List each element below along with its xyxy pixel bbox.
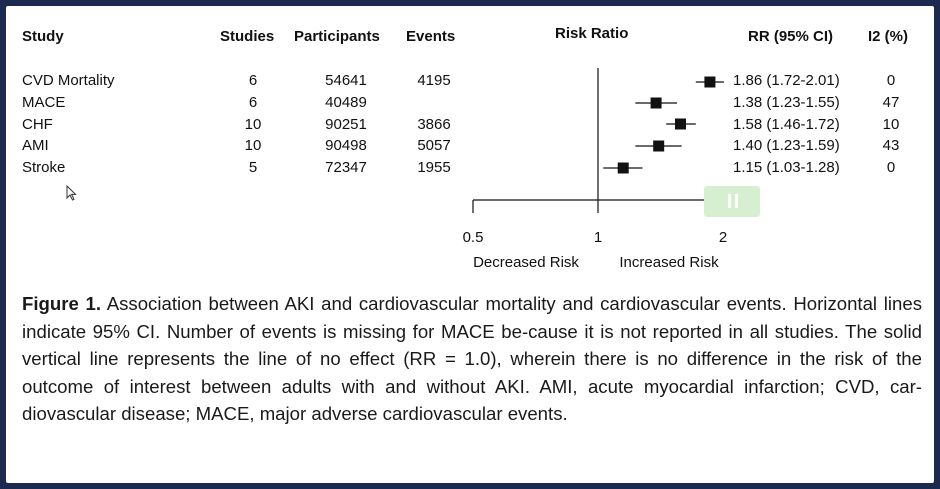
row-studies: 10 [244, 137, 262, 154]
point-estimate [617, 162, 629, 174]
row-rr-text: 1.58 (1.46-1.72) [733, 116, 840, 133]
header-events: Events [406, 28, 456, 45]
pause-icon [728, 194, 731, 208]
caption-text: Association between AKI and cardiovascul… [22, 293, 922, 424]
row-participants: 72347 [325, 159, 367, 176]
point-estimate [650, 97, 662, 109]
row-studies: 6 [248, 72, 258, 89]
row-participants: 54641 [325, 72, 367, 89]
mouse-cursor-icon [66, 185, 77, 201]
row-studies: 5 [248, 159, 258, 176]
header-participants: Participants [294, 28, 380, 45]
row-participants: 40489 [325, 94, 367, 111]
caption-label: Figure 1. [22, 293, 102, 314]
row-i2: 10 [882, 116, 900, 133]
row-study: CVD Mortality [22, 72, 115, 89]
pause-icon [735, 194, 738, 208]
decreased-risk-label: Decreased Risk [473, 254, 579, 271]
x-tick-label: 0.5 [463, 229, 484, 246]
row-study: AMI [22, 137, 49, 154]
row-rr-text: 1.86 (1.72-2.01) [733, 72, 840, 89]
row-rr-text: 1.40 (1.23-1.59) [733, 137, 840, 154]
increased-risk-label: Increased Risk [619, 254, 719, 271]
row-study: Stroke [22, 159, 66, 176]
x-tick-label: 2 [719, 229, 727, 246]
row-rr-text: 1.15 (1.03-1.28) [733, 159, 840, 176]
row-events: 4195 [417, 72, 451, 89]
figure-caption: Figure 1. Association between AKI and ca… [22, 290, 922, 428]
row-study: CHF [22, 116, 53, 133]
point-estimate [704, 76, 716, 88]
row-participants: 90251 [325, 116, 367, 133]
point-estimate [653, 140, 665, 152]
row-i2: 0 [886, 72, 896, 89]
row-studies: 10 [244, 116, 262, 133]
row-events: 5057 [417, 137, 451, 154]
row-events: 1955 [417, 159, 451, 176]
row-participants: 90498 [325, 137, 367, 154]
row-events: 3866 [417, 116, 451, 133]
figure-panel [6, 6, 934, 483]
header-study: Study [22, 28, 64, 45]
x-tick-label: 1 [594, 229, 602, 246]
point-estimate [674, 118, 686, 130]
row-studies: 6 [248, 94, 258, 111]
row-i2: 0 [886, 159, 896, 176]
pause-button[interactable] [704, 186, 760, 217]
header-rr-ci: RR (95% CI) [748, 28, 834, 45]
header-risk-ratio: Risk Ratio [555, 25, 629, 42]
row-rr-text: 1.38 (1.23-1.55) [733, 94, 840, 111]
row-i2: 47 [882, 94, 900, 111]
row-study: MACE [22, 94, 66, 111]
header-i2: I2 (%) [868, 28, 909, 45]
header-studies: Studies [220, 28, 275, 45]
row-i2: 43 [882, 137, 900, 154]
